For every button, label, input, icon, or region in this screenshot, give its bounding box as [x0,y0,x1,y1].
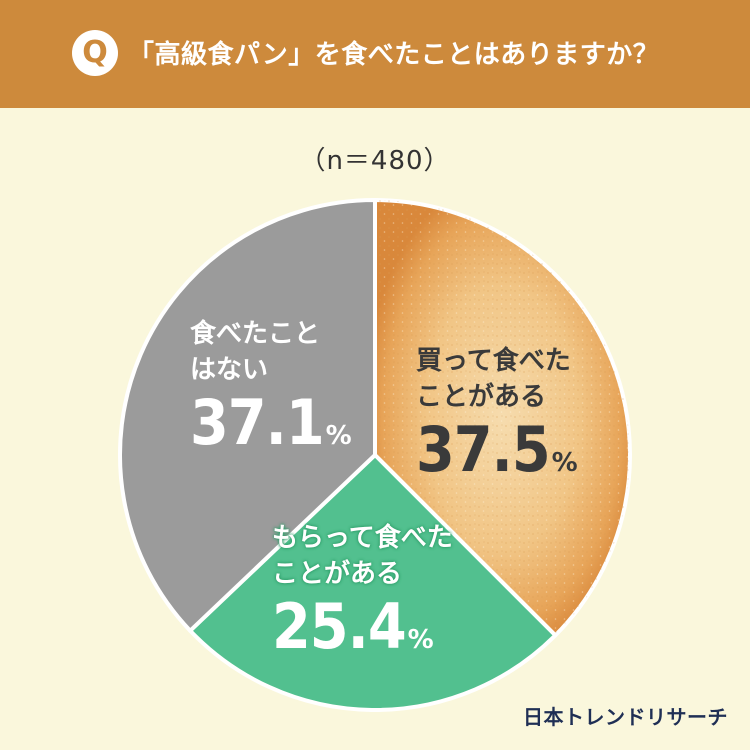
slice-value: 25.4 [272,590,407,663]
question-header: Q 「高級食パン」を食べたことはありますか？ [0,0,750,108]
slice-unit: % [325,421,352,451]
pie-slice-never [118,198,377,633]
slice-category-line2: ことがある [272,559,403,589]
slice-category-line1: もらって食べた [272,523,453,553]
slice-category-line1: 食べたこと [190,319,321,349]
slice-unit: % [407,625,434,655]
slice-label-never: 食べたこと はない 37.1% [190,316,352,454]
slice-value: 37.1 [190,386,325,459]
slice-label-received: もらって食べた ことがある 25.4% [272,520,453,658]
slice-unit: % [551,448,578,478]
bread-texture-overlay [375,200,631,636]
slice-label-bought: 買って食べた ことがある 37.5% [416,343,578,481]
question-text: 「高級食パン」を食べたことはありますか？ [128,40,660,70]
brand-logo: 日本トレンドリサーチ [523,705,728,729]
slice-category-line2: はない [190,355,269,385]
slice-category-line1: 買って食べた [416,346,571,376]
sample-size: （n＝480） [299,146,451,176]
pie-slice-received [188,453,558,712]
question-badge: Q [72,30,118,76]
slice-category-line2: ことがある [416,382,547,412]
slice-value: 37.5 [416,413,551,486]
